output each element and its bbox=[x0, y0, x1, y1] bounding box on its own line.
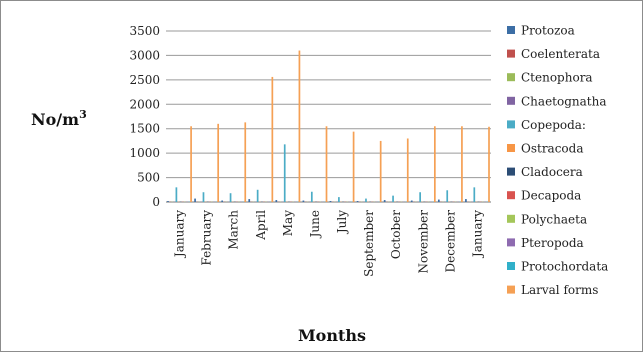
legend-label: Copepoda: bbox=[521, 118, 586, 132]
bar bbox=[167, 201, 169, 202]
x-tick-label: January bbox=[470, 210, 484, 259]
bar bbox=[190, 126, 192, 202]
bar bbox=[194, 198, 196, 202]
y-tick-label: 0 bbox=[152, 195, 160, 209]
y-tick-label: 3000 bbox=[129, 48, 160, 62]
x-tick-label: January bbox=[173, 210, 187, 259]
legend-label: Ostracoda bbox=[521, 142, 584, 156]
y-tick-label: 2500 bbox=[129, 73, 160, 87]
bar bbox=[338, 197, 340, 202]
legend-swatch bbox=[507, 120, 515, 129]
legend-swatch bbox=[507, 96, 515, 105]
bar bbox=[298, 50, 301, 202]
legend-label: Decapoda bbox=[521, 189, 581, 203]
x-tick-label: February bbox=[200, 210, 214, 266]
legend-label: Polychaeta bbox=[521, 212, 587, 226]
bar bbox=[310, 191, 313, 202]
bar bbox=[365, 198, 367, 202]
bar bbox=[392, 195, 394, 202]
legend-swatch bbox=[507, 49, 515, 58]
bar bbox=[325, 126, 328, 202]
bar bbox=[275, 200, 278, 202]
bars-layer bbox=[167, 50, 490, 202]
legend-swatch bbox=[507, 73, 515, 82]
legend-label: Ctenophora bbox=[521, 71, 593, 85]
grid-layer bbox=[166, 30, 491, 203]
x-tick-label: November bbox=[416, 210, 430, 274]
bar bbox=[271, 76, 274, 202]
legend-swatch bbox=[507, 238, 515, 247]
x-axis-title: Months bbox=[298, 326, 366, 345]
bar bbox=[221, 200, 224, 202]
y-tick-label: 1000 bbox=[129, 146, 160, 160]
x-tick-labels: January February March April May June July Sept… bbox=[173, 210, 485, 277]
bar bbox=[217, 123, 220, 202]
legend-label: Larval forms bbox=[521, 283, 598, 297]
y-tick-label: 2000 bbox=[129, 97, 160, 111]
legend-swatch bbox=[507, 214, 515, 223]
legend: Protozoa Coelenterata Ctenophora Chaetognat… bbox=[507, 24, 608, 297]
x-tick-label: May bbox=[281, 210, 295, 236]
bar bbox=[248, 199, 251, 202]
y-tick-labels: 0 500 1000 1500 2000 2500 3000 3500 bbox=[129, 24, 160, 209]
legend-label: Cladocera bbox=[521, 165, 583, 179]
legend-swatch bbox=[507, 285, 515, 294]
bar bbox=[379, 140, 382, 202]
y-tick-label: 3500 bbox=[129, 24, 160, 38]
y-tick-label: 500 bbox=[137, 171, 160, 185]
bar bbox=[256, 189, 259, 202]
x-tick-label: July bbox=[335, 210, 349, 235]
bar bbox=[488, 126, 490, 202]
legend-swatch bbox=[507, 26, 515, 34]
bar bbox=[229, 193, 232, 202]
legend-swatch bbox=[507, 144, 515, 152]
y-axis-title: No/m3 bbox=[31, 108, 87, 129]
bar bbox=[446, 190, 449, 202]
bar bbox=[419, 192, 421, 202]
bar bbox=[465, 199, 467, 202]
y-tick-label: 1500 bbox=[129, 122, 160, 136]
bar bbox=[202, 192, 205, 202]
x-tick-label: March bbox=[227, 210, 241, 250]
bar bbox=[410, 200, 413, 202]
x-tick-label: September bbox=[362, 210, 376, 277]
legend-swatch bbox=[507, 262, 515, 270]
bar bbox=[329, 201, 332, 202]
bar bbox=[352, 131, 355, 202]
bar bbox=[302, 200, 305, 202]
x-tick-label: June bbox=[308, 210, 322, 239]
legend-swatch bbox=[507, 191, 515, 200]
bar bbox=[356, 201, 359, 202]
bar bbox=[437, 199, 440, 202]
legend-label: Pteropoda bbox=[521, 236, 584, 250]
x-tick-label: December bbox=[443, 210, 457, 273]
legend-label: Coelenterata bbox=[521, 47, 600, 61]
legend-swatch bbox=[507, 167, 515, 176]
legend-label: Protozoa bbox=[521, 24, 575, 38]
bar bbox=[433, 126, 436, 202]
bar bbox=[406, 138, 409, 202]
bar bbox=[244, 122, 247, 202]
x-tick-label: April bbox=[254, 210, 268, 241]
bar bbox=[461, 126, 463, 202]
legend-label: Chaetognatha bbox=[521, 94, 606, 108]
x-tick-label: October bbox=[389, 210, 403, 259]
legend-label: Protochordata bbox=[521, 260, 608, 274]
bar bbox=[383, 200, 386, 202]
bar bbox=[473, 187, 476, 202]
bar bbox=[175, 187, 178, 202]
bar bbox=[283, 144, 286, 202]
